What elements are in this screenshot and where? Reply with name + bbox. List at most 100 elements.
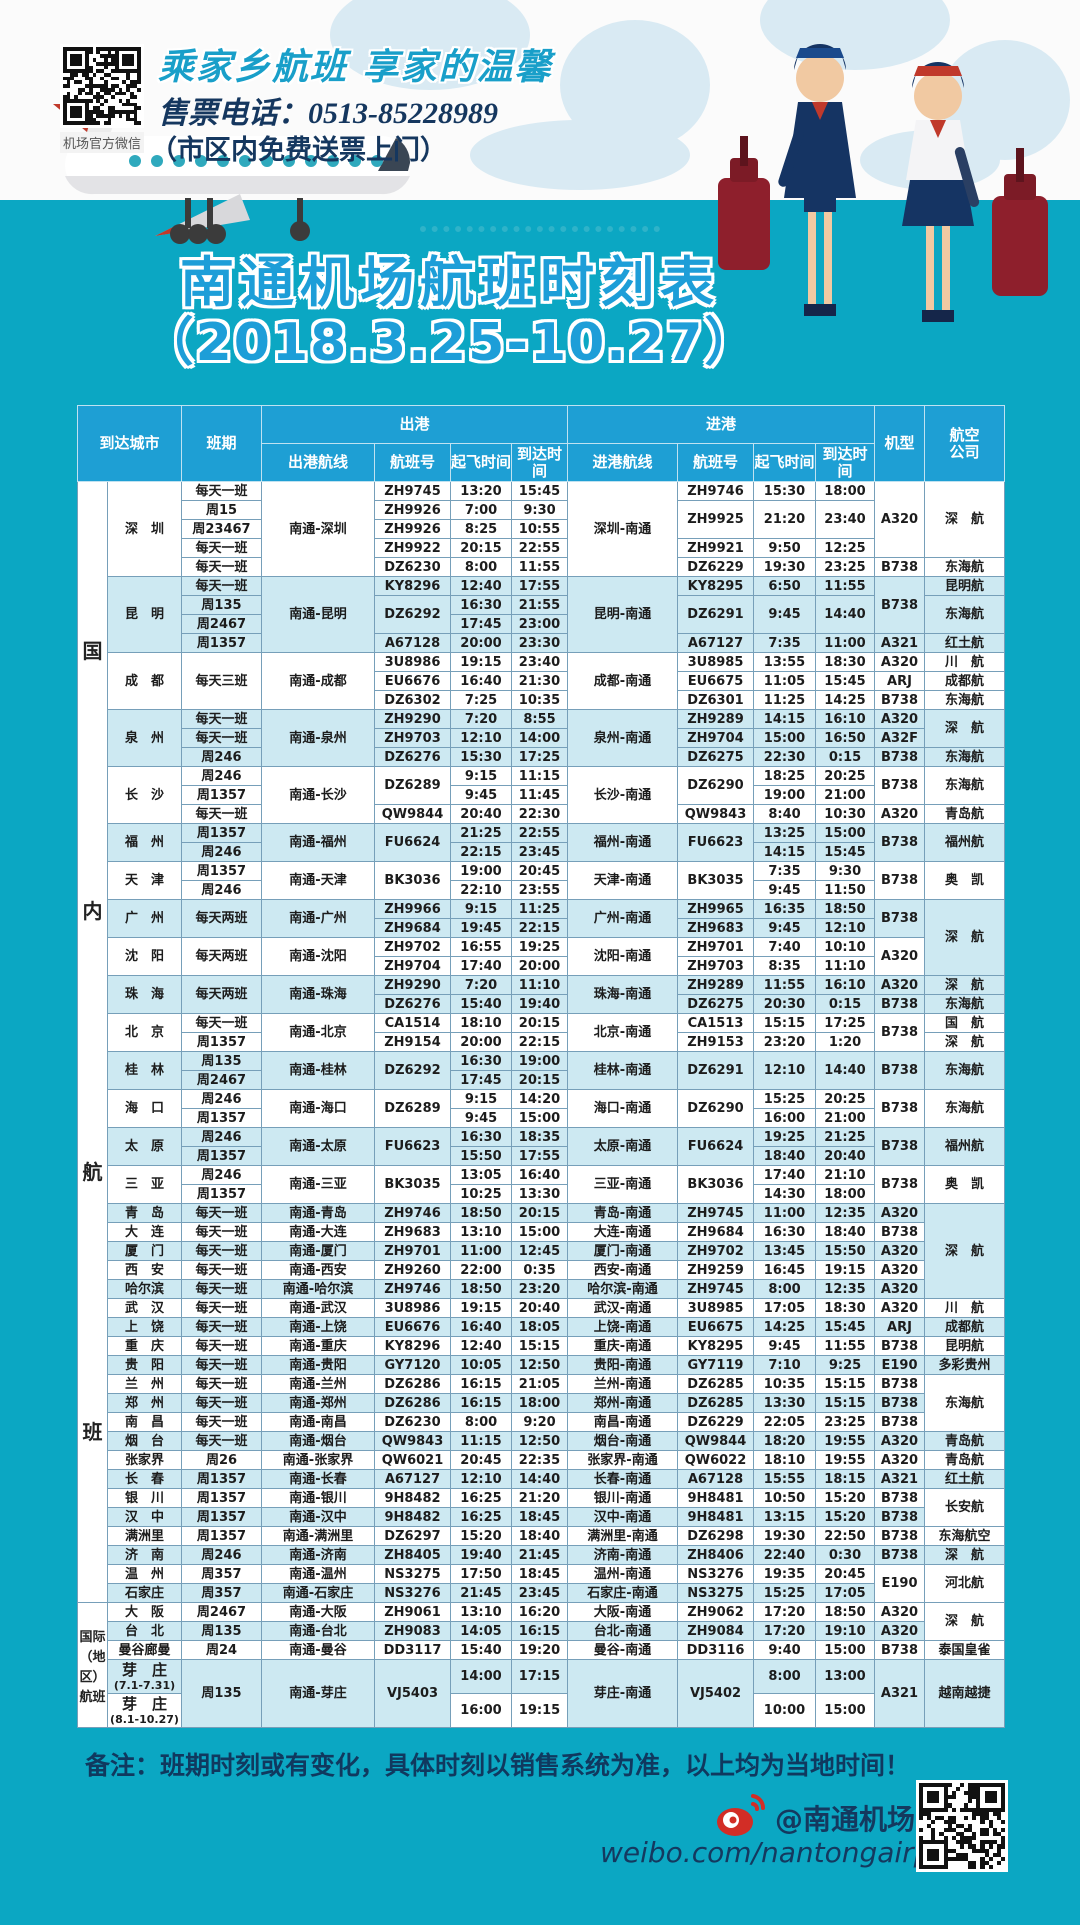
cell-iflt: BK3036 — [677, 1165, 754, 1204]
cell-iarr: 22:50 — [815, 1526, 875, 1546]
cell-oarr: 19:25 — [511, 937, 568, 957]
cell-oarr: 19:40 — [511, 994, 568, 1014]
cell-oflt: QW9844 — [374, 804, 451, 824]
cell-oroute: 南通-成都 — [261, 652, 375, 710]
cell-al: 川 航 — [924, 652, 1005, 672]
cell-al: 东海航 — [924, 1089, 1005, 1128]
cell-idep: 18:40 — [753, 1146, 816, 1166]
cell-oflt: FU6624 — [374, 823, 451, 862]
cell-oarr: 11:55 — [511, 557, 568, 577]
cell-iarr: 9:25 — [815, 1355, 875, 1375]
cell-iarr: 14:40 — [815, 1051, 875, 1090]
cell-iflt: ZH9746 — [677, 481, 754, 501]
cell-oflt: ZH9746 — [374, 1279, 451, 1299]
cell-oroute: 南通-温州 — [261, 1564, 375, 1584]
cell-iroute: 长沙-南通 — [567, 766, 678, 824]
header-aircraft: 机型 — [874, 405, 925, 482]
cell-odep: 16:40 — [450, 1317, 512, 1337]
cell-sched: 周2467 — [181, 614, 262, 634]
cell-sched: 每天一班 — [181, 1298, 262, 1318]
cell-iroute: 北京-南通 — [567, 1013, 678, 1052]
header-out-flight-no: 航班号 — [374, 443, 451, 482]
ticket-phone-note: （市区内免费送票上门） — [150, 135, 447, 165]
cell-oroute: 南通-郑州 — [261, 1393, 375, 1413]
cell-ac: ARJ — [874, 671, 925, 691]
cell-oroute: 南通-贵阳 — [261, 1355, 375, 1375]
timetable-row: 海 口周246 南通-海口 DZ6289 9:15 14:20 海口-南通 DZ6290 15… — [77, 1089, 1005, 1128]
cell-iflt: DZ6291 — [677, 1051, 754, 1090]
cell-idep: 17:20 — [753, 1621, 816, 1641]
cell-sched: 周1357 — [181, 633, 262, 653]
cell-sched: 每天一班 — [181, 1279, 262, 1299]
cell-oarr: 9:30 — [511, 500, 568, 520]
cell-iroute: 珠海-南通 — [567, 975, 678, 1014]
cell-oroute: 南通-西安 — [261, 1260, 375, 1280]
cell-ac: A320 — [874, 481, 925, 558]
cell-iflt: ZH9703 — [677, 956, 754, 976]
cell-iarr: 16:10 — [815, 975, 875, 995]
cell-city: 西 安 — [107, 1260, 182, 1280]
cell-oarr: 21:20 — [511, 1488, 568, 1508]
cell-oroute: 南通-珠海 — [261, 975, 375, 1014]
cell-sect: 国际 （地 区） 航班 — [77, 1602, 108, 1728]
cell-iarr: 11:55 — [815, 576, 875, 596]
cell-sched: 周1357 — [181, 1146, 262, 1166]
cell-oarr: 23:45 — [511, 1583, 568, 1603]
cell-ac: B738 — [874, 576, 925, 634]
cell-odep: 16:25 — [450, 1488, 512, 1508]
cell-iroute: 武汉-南通 — [567, 1298, 678, 1318]
cell-iroute: 汉中-南通 — [567, 1507, 678, 1527]
cell-oflt: DZ6230 — [374, 1412, 451, 1432]
cell-odep: 9:15 — [450, 766, 512, 786]
cell-ac: A320 — [874, 1241, 925, 1261]
cell-city: 石家庄 — [107, 1583, 182, 1603]
cell-sched: 周1357 — [181, 1488, 262, 1508]
cell-al: 东海航空 — [924, 1526, 1005, 1546]
cell-sched: 每天一班 — [181, 804, 262, 824]
cell-ac: A320 — [874, 709, 925, 729]
cell-oflt: EU6676 — [374, 1317, 451, 1337]
cell-oroute: 南通-沈阳 — [261, 937, 375, 976]
cell-iarr: 15:00 — [815, 1640, 875, 1660]
cell-ac: B738 — [874, 1488, 925, 1508]
cell-oroute: 南通-三亚 — [261, 1165, 375, 1204]
cell-oarr: 19:00 — [511, 1051, 568, 1071]
cell-iflt: ZH9965 — [677, 899, 754, 919]
cell-iflt: ZH9921 — [677, 538, 754, 558]
cell-iarr: 16:10 — [815, 709, 875, 729]
cell-odep: 16:00 — [450, 1693, 512, 1728]
timetable-row: 张家界 周26 南通-张家界 QW6021 20:45 22:35 张家界-南通 QW6022… — [77, 1450, 1005, 1470]
cell-al: 深 航 — [924, 1602, 1005, 1641]
cell-city: 泉 州 — [107, 709, 182, 767]
cell-al: 昆明航 — [924, 576, 1005, 596]
cell-ac: A320 — [874, 1203, 925, 1223]
cell-sched: 周24 — [181, 1640, 262, 1660]
cell-ac: B738 — [874, 1127, 925, 1166]
cell-iarr: 15:45 — [815, 842, 875, 862]
cell-odep: 17:45 — [450, 614, 512, 634]
cell-iroute: 南昌-南通 — [567, 1412, 678, 1432]
cell-iarr: 1:20 — [815, 1032, 875, 1052]
cell-city: 北 京 — [107, 1013, 182, 1052]
cell-oroute: 南通-汉中 — [261, 1507, 375, 1527]
cell-idep: 16:45 — [753, 1260, 816, 1280]
cell-idep: 14:15 — [753, 842, 816, 862]
timetable-row: 每天一班 ZH9922 20:15 22:55 ZH9921 9:50 12:25 — [77, 538, 1005, 558]
cell-iarr: 18:40 — [815, 1222, 875, 1242]
timetable-row: 郑 州每天一班 南通-郑州 DZ6286 16:15 18:00 郑州-南通 DZ6285 1… — [77, 1393, 1005, 1413]
cell-oarr: 22:55 — [511, 823, 568, 843]
cell-oroute: 南通-大阪 — [261, 1602, 375, 1622]
cell-odep: 17:50 — [450, 1564, 512, 1584]
cell-oflt: QW6021 — [374, 1450, 451, 1470]
cell-sched: 周1357 — [181, 1526, 262, 1546]
cell-iflt: ZH9684 — [677, 1222, 754, 1242]
cell-iarr: 20:45 — [815, 1564, 875, 1584]
cell-oflt: 3U8986 — [374, 1298, 451, 1318]
cell-odep: 9:45 — [450, 1108, 512, 1128]
cell-oarr: 11:25 — [511, 899, 568, 919]
header-in-dep-time: 起飞时间 — [753, 443, 816, 482]
cell-al: 东海航 — [924, 690, 1005, 710]
cell-sched: 每天一班 — [181, 1393, 262, 1413]
cell-idep: 16:35 — [753, 899, 816, 919]
cell-city: 兰 州 — [107, 1374, 182, 1394]
